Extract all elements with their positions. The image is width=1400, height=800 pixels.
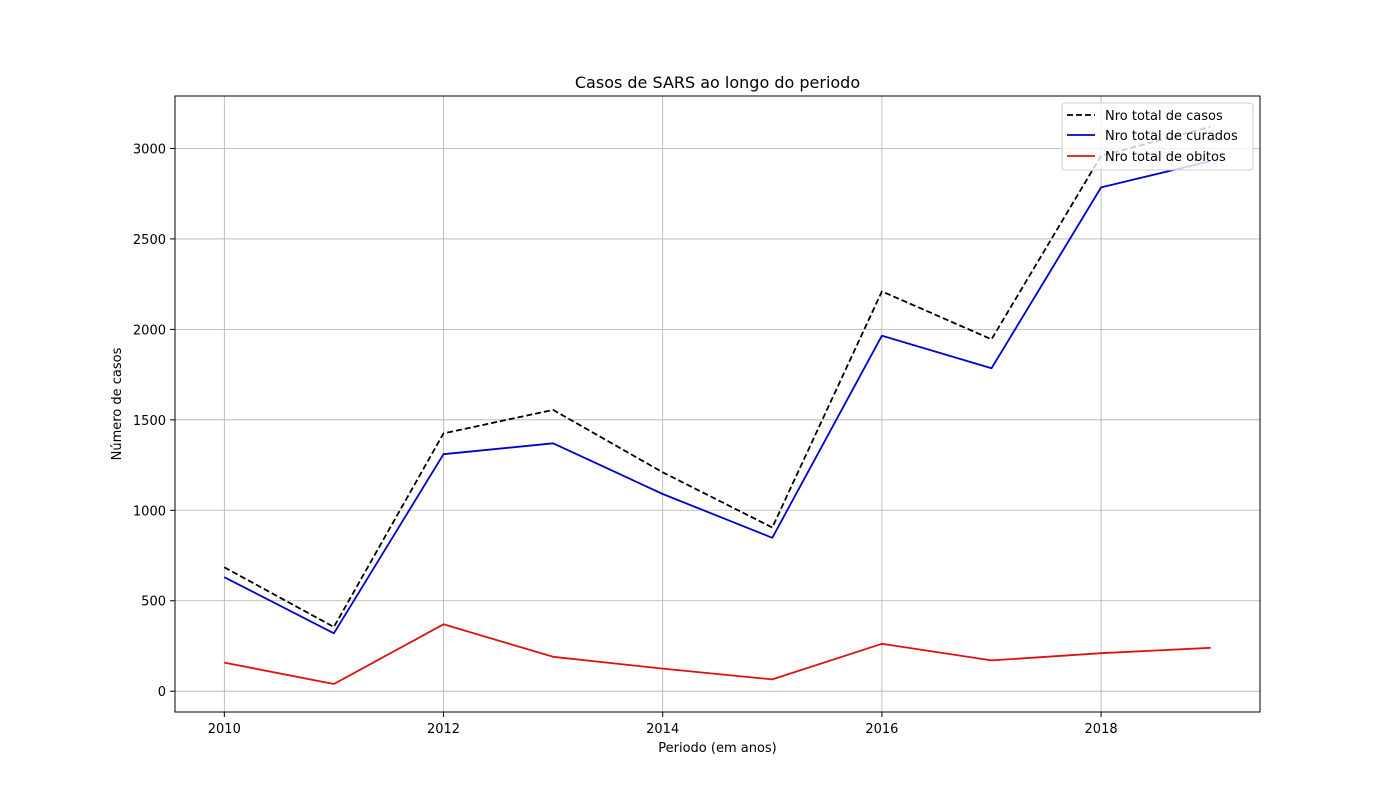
x-tick-label-2018: 2018 — [1085, 722, 1118, 737]
y-tick-label-500: 500 — [141, 595, 166, 610]
x-tick-label-2014: 2014 — [646, 722, 679, 737]
legend-box — [1061, 102, 1254, 171]
axes-frame — [174, 95, 1261, 713]
y-tick-label-2000: 2000 — [133, 323, 166, 338]
chart-title: Casos de SARS ao longo do periodo — [575, 73, 860, 92]
y-tick-label-1000: 1000 — [133, 504, 166, 519]
y-tick-label-0: 0 — [158, 685, 166, 700]
x-tick-label-2012: 2012 — [427, 722, 460, 737]
legend-label-curados: Nro total de curados — [1105, 129, 1238, 144]
axis-ticks: 2010 2012 2014 2016 2018 0 500 1000 1500 2000 2500… — [133, 142, 1118, 737]
x-axis-label: Periodo (em anos) — [658, 741, 777, 756]
y-tick-label-1500: 1500 — [133, 414, 166, 429]
y-tick-label-2500: 2500 — [133, 233, 166, 248]
plot-lines — [223, 125, 1211, 685]
y-tick-label-3000: 3000 — [133, 142, 166, 157]
grid — [175, 96, 1260, 712]
series-line-obitos — [224, 623, 1211, 685]
legend-label-casos: Nro total de casos — [1105, 109, 1223, 124]
x-tick-label-2010: 2010 — [208, 722, 241, 737]
legend: Nro total de casos Nro total de curados … — [1061, 102, 1254, 171]
legend-label-obitos: Nro total de obitos — [1105, 150, 1226, 165]
series-line-curados — [223, 160, 1211, 635]
y-axis-label: Número de casos — [110, 347, 125, 460]
x-tick-label-2016: 2016 — [865, 722, 898, 737]
series-line-casos — [223, 125, 1211, 628]
